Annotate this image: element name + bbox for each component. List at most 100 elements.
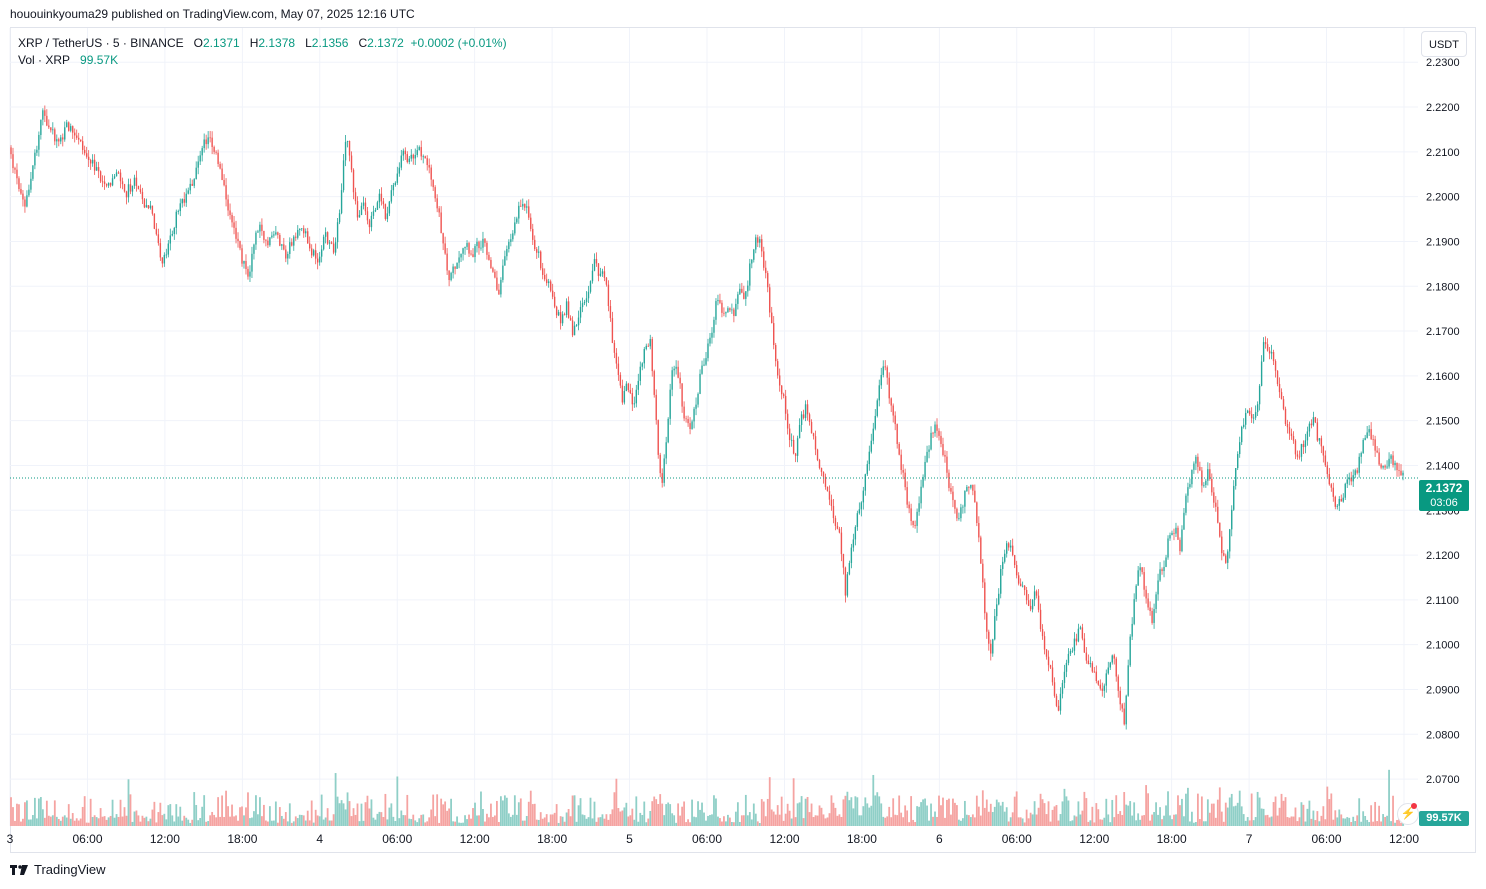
footer[interactable]: TradingView bbox=[10, 862, 106, 877]
volume-bar-105 bbox=[219, 816, 221, 826]
volume-bar-341 bbox=[689, 822, 691, 826]
volume-bar-510 bbox=[1025, 809, 1028, 826]
volume-bar-192 bbox=[392, 816, 395, 826]
volume-bar-414 bbox=[834, 807, 837, 826]
volume-bar-4 bbox=[18, 804, 20, 826]
candle-443 bbox=[892, 403, 894, 423]
volume-bar-123 bbox=[255, 795, 257, 826]
volume-bar-533 bbox=[1071, 820, 1074, 826]
volume-bar-13 bbox=[35, 818, 38, 826]
candle-398 bbox=[802, 409, 805, 420]
volume-bar-467 bbox=[940, 805, 942, 826]
volume-bar-92 bbox=[193, 792, 196, 826]
volume-bar-468 bbox=[942, 797, 944, 826]
currency-button[interactable]: USDT bbox=[1421, 31, 1467, 57]
candle-574 bbox=[1153, 603, 1155, 629]
volume-bar-233 bbox=[474, 802, 476, 826]
volume-bar-91 bbox=[191, 819, 194, 826]
volume-bar-688 bbox=[1380, 821, 1382, 826]
candle-269 bbox=[545, 273, 548, 286]
volume-bar-82 bbox=[173, 821, 176, 826]
volume-bar-307 bbox=[621, 810, 624, 826]
candle-192 bbox=[392, 182, 395, 196]
candle-672 bbox=[1348, 472, 1350, 486]
candle-173 bbox=[354, 187, 357, 205]
candle-628 bbox=[1260, 355, 1263, 387]
candle-566 bbox=[1137, 566, 1139, 586]
volume-bar-636 bbox=[1276, 815, 1279, 826]
volume-bar-110 bbox=[229, 816, 231, 826]
candle-294 bbox=[595, 252, 598, 267]
volume-bar-47 bbox=[103, 816, 106, 826]
volume-bar-343 bbox=[693, 816, 695, 826]
candle-544 bbox=[1093, 666, 1096, 673]
candle-14 bbox=[38, 131, 40, 157]
candle-355 bbox=[717, 294, 719, 306]
candle-393 bbox=[792, 435, 795, 455]
symbol-label[interactable]: XRP / TetherUS · 5 · BINANCE bbox=[18, 36, 184, 50]
volume-bar-154 bbox=[316, 815, 319, 826]
volume-bar-46 bbox=[101, 816, 104, 826]
volume-bar-187 bbox=[382, 816, 385, 826]
volume-bar-405 bbox=[816, 815, 819, 826]
volume-bar-350 bbox=[707, 815, 709, 826]
candle-550 bbox=[1105, 669, 1107, 693]
volume-bar-666 bbox=[1336, 817, 1339, 826]
candle-380 bbox=[767, 270, 769, 293]
volume-bar-465 bbox=[936, 816, 938, 826]
candle-145 bbox=[299, 228, 301, 236]
candle-518 bbox=[1041, 624, 1044, 640]
volume-bar-570 bbox=[1145, 785, 1148, 826]
volume-bar-491 bbox=[987, 811, 990, 826]
volume-bar-186 bbox=[380, 812, 383, 826]
volume-bar-301 bbox=[609, 814, 612, 826]
volume-bar-331 bbox=[669, 804, 672, 826]
volume-bar-381 bbox=[768, 777, 771, 826]
candle-498 bbox=[1002, 556, 1004, 576]
volume-bar-567 bbox=[1139, 819, 1142, 826]
volume-label[interactable]: Vol · XRP bbox=[18, 53, 71, 67]
volume-bar-657 bbox=[1318, 821, 1321, 826]
volume-bar-404 bbox=[814, 815, 817, 826]
candle-512 bbox=[1029, 598, 1032, 612]
candle-33 bbox=[76, 129, 78, 140]
candle-50 bbox=[109, 182, 112, 188]
candle-409 bbox=[824, 473, 827, 490]
candle-656 bbox=[1316, 418, 1319, 442]
candle-120 bbox=[249, 265, 251, 282]
candle-254 bbox=[516, 216, 518, 225]
price-tick-12: 2.1100 bbox=[1426, 595, 1459, 607]
candle-70 bbox=[149, 200, 152, 210]
volume-bar-553 bbox=[1111, 799, 1114, 826]
volume-bar-342 bbox=[691, 799, 693, 826]
candle-66 bbox=[141, 187, 144, 204]
volume-bar-281 bbox=[569, 816, 572, 826]
candle-124 bbox=[257, 229, 259, 233]
candle-650 bbox=[1304, 433, 1307, 454]
volume-bar-326 bbox=[659, 794, 662, 826]
chart-frame[interactable] bbox=[10, 27, 1476, 853]
volume-bar-424 bbox=[854, 796, 857, 826]
candle-638 bbox=[1280, 388, 1283, 400]
candle-479 bbox=[964, 490, 966, 514]
volume-bar-402 bbox=[810, 803, 813, 826]
volume-bar-72 bbox=[153, 801, 156, 826]
flash-icon[interactable]: ⚡ bbox=[1397, 803, 1419, 825]
volume-bar-423 bbox=[852, 808, 855, 826]
candle-187 bbox=[382, 198, 385, 209]
volume-bar-540 bbox=[1085, 798, 1088, 826]
volume-bar-447 bbox=[900, 812, 903, 826]
time-tick-0: 3 bbox=[7, 832, 14, 846]
candle-654 bbox=[1312, 411, 1315, 427]
candle-298 bbox=[603, 266, 606, 282]
volume-bar-446 bbox=[898, 795, 901, 826]
volume-bar-218 bbox=[444, 801, 447, 826]
candle-429 bbox=[864, 473, 867, 496]
candle-283 bbox=[573, 321, 576, 336]
candle-450 bbox=[906, 481, 908, 509]
volume-bar-272 bbox=[551, 814, 554, 826]
volume-bar-67 bbox=[143, 817, 146, 826]
candle-487 bbox=[980, 535, 982, 564]
candle-678 bbox=[1360, 451, 1362, 464]
